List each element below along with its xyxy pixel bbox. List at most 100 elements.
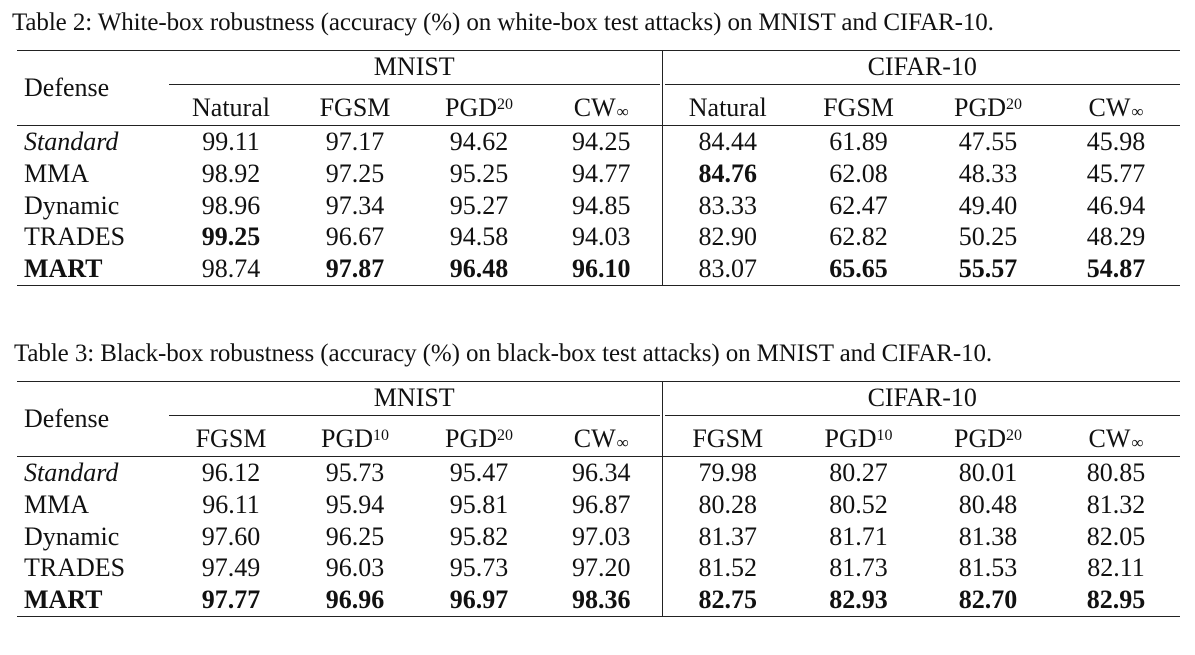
column-header-label: PGD: [444, 93, 497, 122]
accuracy-cell: 94.58: [449, 222, 509, 252]
defense-column-header: Defense: [24, 404, 110, 433]
accuracy-cell: 94.77: [572, 158, 631, 188]
column-header: PGD10: [793, 416, 924, 457]
accuracy-cell: 80.27: [829, 458, 888, 487]
column-header: FGSM: [661, 416, 793, 457]
defense-column-header: Defense: [24, 73, 110, 102]
defense-name-cell: TRADES: [24, 553, 126, 583]
column-header-label: CW: [573, 424, 616, 453]
accuracy-cell: 81.38: [958, 521, 1018, 551]
accuracy-cell: 95.47: [449, 458, 509, 487]
table-row: MMA 98.92 97.25 95.25 94.77 84.76 62.08 48.33 45…: [17, 157, 1180, 190]
accuracy-cell: 97.87: [325, 254, 385, 284]
accuracy-cell: 62.47: [829, 190, 888, 220]
column-header-label: CW: [573, 93, 616, 122]
accuracy-cell: 96.96: [325, 585, 385, 615]
column-header-label: PGD: [953, 93, 1006, 122]
column-header-label: FGSM: [692, 424, 764, 453]
table-row: Dynamic 98.96 97.34 95.27 94.85 83.33 62.47 49.…: [17, 189, 1180, 222]
column-header-label: PGD: [953, 424, 1006, 453]
column-header-subscript: ∞: [616, 433, 629, 452]
accuracy-cell: 98.74: [201, 254, 261, 284]
column-header-superscript: 20: [1006, 427, 1022, 444]
accuracy-cell: 99.25: [201, 222, 261, 252]
accuracy-cell: 45.98: [1086, 127, 1146, 156]
column-header-subscript: ∞: [1131, 102, 1144, 121]
accuracy-cell: 94.25: [572, 127, 631, 156]
column-header: FGSM: [169, 416, 293, 457]
table-row: MART 98.74 97.87 96.48 96.10 83.07 65.65 55.57 5…: [17, 253, 1180, 285]
accuracy-cell: 97.34: [325, 190, 385, 220]
accuracy-cell: 81.71: [829, 521, 888, 551]
accuracy-cell: 99.11: [202, 127, 260, 156]
accuracy-cell: 94.62: [449, 127, 509, 156]
accuracy-cell: 98.36: [572, 585, 631, 615]
accuracy-cell: 48.29: [1086, 222, 1146, 252]
accuracy-cell: 80.01: [958, 458, 1018, 487]
column-header: Natural: [169, 85, 293, 126]
table-3-caption: Table 3: Black-box robustness (accuracy …: [14, 340, 993, 367]
accuracy-cell: 54.87: [1086, 254, 1146, 284]
column-header-label: PGD: [320, 424, 373, 453]
accuracy-cell: 96.03: [325, 553, 385, 583]
column-header-superscript: 10: [373, 427, 389, 444]
accuracy-cell: 55.57: [958, 254, 1018, 284]
column-header: PGD20: [924, 416, 1052, 457]
accuracy-cell: 46.94: [1086, 190, 1146, 220]
column-header-label: CW: [1088, 93, 1131, 122]
column-header: CW∞: [541, 85, 662, 126]
defense-name-cell: Dynamic: [24, 190, 120, 220]
accuracy-cell: 50.25: [958, 222, 1018, 252]
table-row: MMA 96.11 95.94 95.81 96.87 80.28 80.52 80.48 81…: [17, 488, 1180, 521]
table-row: TRADES 99.25 96.67 94.58 94.03 82.90 62.82 50.2…: [17, 221, 1180, 254]
accuracy-cell: 97.60: [201, 521, 261, 551]
accuracy-cell: 97.03: [572, 521, 631, 551]
accuracy-cell: 96.87: [572, 489, 631, 519]
accuracy-cell: 98.96: [201, 190, 261, 220]
accuracy-cell: 80.85: [1086, 458, 1146, 487]
column-header: FGSM: [293, 85, 417, 126]
accuracy-cell: 97.25: [325, 158, 385, 188]
accuracy-cell: 97.49: [201, 553, 261, 583]
accuracy-cell: 49.40: [958, 190, 1018, 220]
column-header: FGSM: [793, 85, 924, 126]
accuracy-cell: 47.55: [958, 127, 1018, 156]
accuracy-cell: 82.70: [958, 585, 1018, 615]
table-3-black-box-robustness: Defense MNIST CIFAR-10 FGSM PGD10 PGD20 CW∞…: [17, 381, 1180, 617]
column-header-superscript: 20: [497, 96, 513, 113]
accuracy-cell: 95.27: [449, 190, 509, 220]
cifar10-group-header: CIFAR-10: [661, 51, 1180, 85]
defense-name-cell: Dynamic: [24, 521, 120, 551]
defense-name-cell: Standard: [24, 127, 119, 156]
column-header: Natural: [661, 85, 793, 126]
accuracy-cell: 83.07: [661, 253, 793, 285]
accuracy-cell: 82.75: [661, 584, 793, 616]
defense-name-cell: MART: [24, 254, 103, 284]
column-header-label: FGSM: [319, 93, 391, 122]
defense-name-cell: TRADES: [24, 222, 126, 252]
cifar10-group-header: CIFAR-10: [661, 382, 1180, 416]
column-header: PGD20: [924, 85, 1052, 126]
column-header-label: CW: [1088, 424, 1131, 453]
table-body: Standard 96.12 95.73 95.47 96.34 79.98 80.27 80…: [17, 457, 1180, 616]
accuracy-cell: 96.10: [572, 254, 631, 284]
defense-name-cell: MMA: [24, 158, 90, 188]
mnist-group-header: MNIST: [169, 51, 662, 85]
accuracy-cell: 61.89: [829, 127, 888, 156]
accuracy-cell: 82.93: [829, 585, 888, 615]
accuracy-cell: 96.25: [325, 521, 385, 551]
mnist-group-header: MNIST: [169, 382, 662, 416]
accuracy-cell: 62.08: [829, 158, 888, 188]
accuracy-cell: 95.81: [449, 489, 509, 519]
table-row: Dynamic 97.60 96.25 95.82 97.03 81.37 81.71 81.…: [17, 520, 1180, 553]
column-header: CW∞: [1052, 85, 1180, 126]
accuracy-cell: 45.77: [1086, 158, 1146, 188]
accuracy-cell: 98.92: [201, 158, 261, 188]
accuracy-cell: 97.20: [572, 553, 631, 583]
accuracy-cell: 84.76: [661, 157, 793, 190]
accuracy-cell: 82.11: [1087, 553, 1145, 583]
column-header-superscript: 10: [876, 427, 893, 444]
accuracy-cell: 80.48: [958, 489, 1018, 519]
accuracy-cell: 94.85: [572, 190, 631, 220]
accuracy-cell: 95.73: [449, 553, 509, 583]
